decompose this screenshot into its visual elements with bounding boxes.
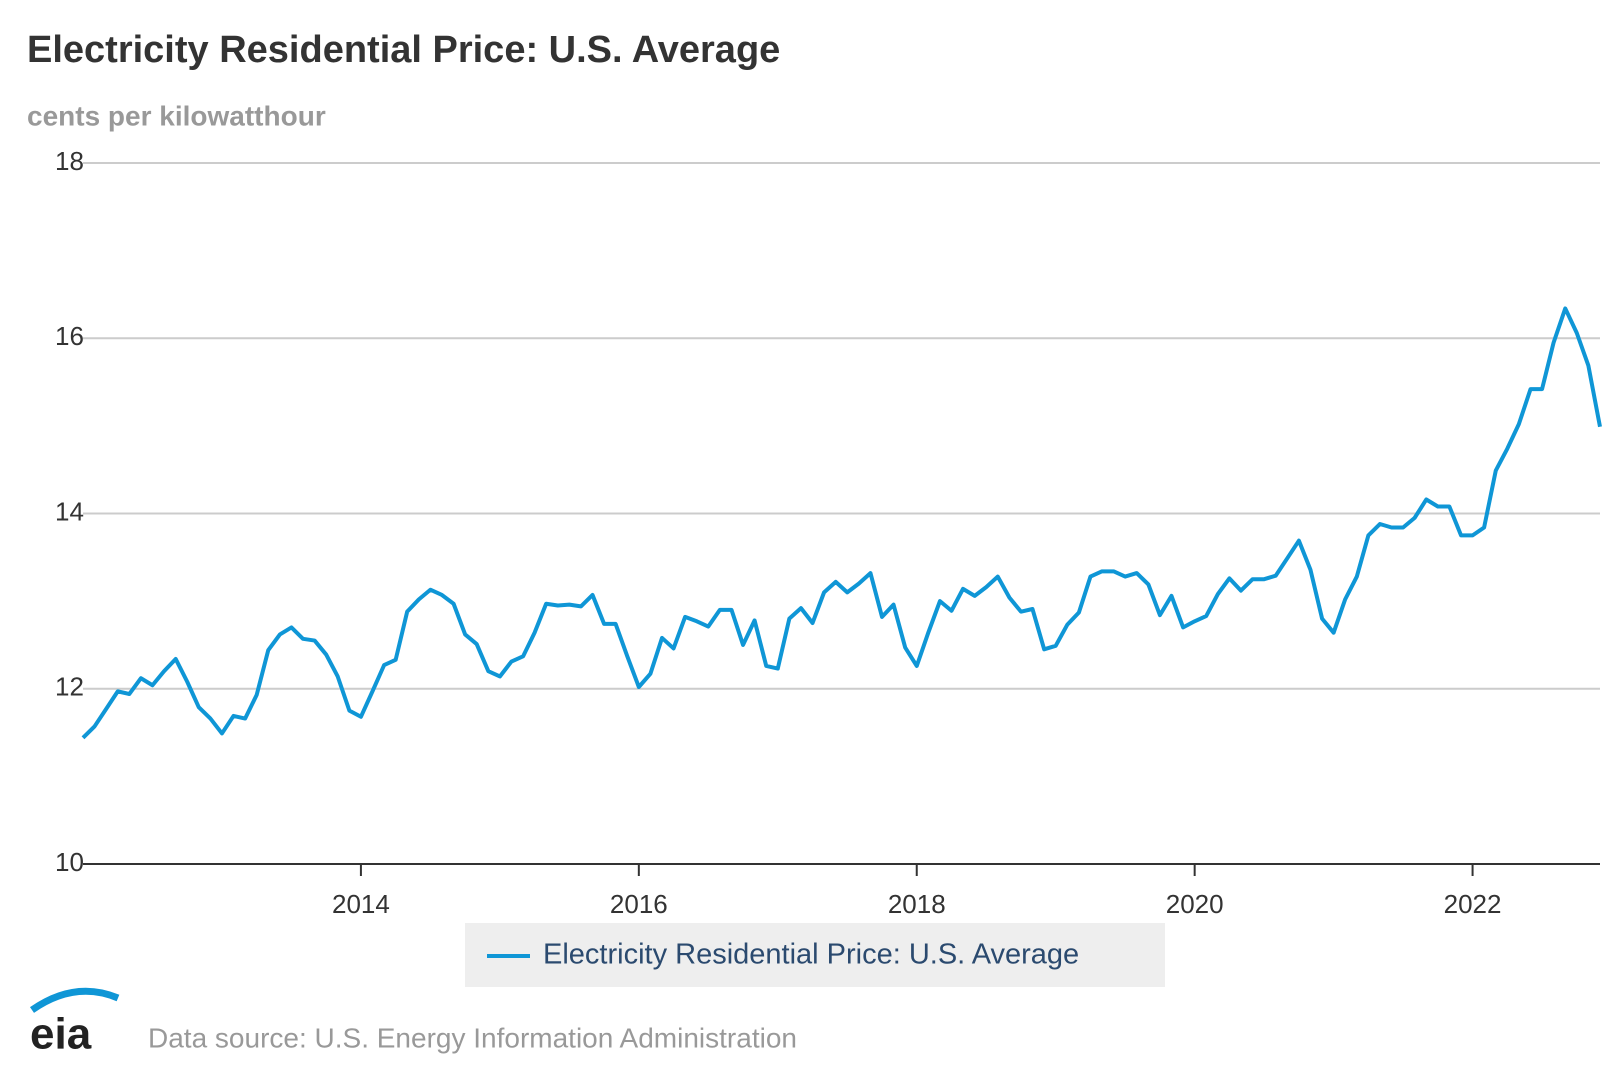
y-tick-label: 10 xyxy=(55,847,84,877)
logo: eia xyxy=(30,1010,92,1059)
y-tick-label: 18 xyxy=(55,146,84,176)
y-tick-label: 12 xyxy=(55,672,84,702)
chart-subtitle: cents per kilowatthour xyxy=(27,100,326,131)
chart-title: Electricity Residential Price: U.S. Aver… xyxy=(27,29,780,71)
x-tick-label: 2016 xyxy=(610,889,668,919)
x-tick-label: 2022 xyxy=(1444,889,1502,919)
logo-arc xyxy=(29,987,120,1013)
data-line xyxy=(81,306,1602,740)
x-tick-label: 2020 xyxy=(1166,889,1224,919)
legend-label: Electricity Residential Price: U.S. Aver… xyxy=(543,939,1079,971)
legend-box xyxy=(465,923,1165,987)
x-tick-label: 2018 xyxy=(888,889,946,919)
y-tick-label: 14 xyxy=(55,496,84,526)
y-tick-label: 16 xyxy=(55,321,84,351)
source-note: Data source: U.S. Energy Information Adm… xyxy=(148,1022,797,1053)
x-tick-label: 2014 xyxy=(332,889,390,919)
